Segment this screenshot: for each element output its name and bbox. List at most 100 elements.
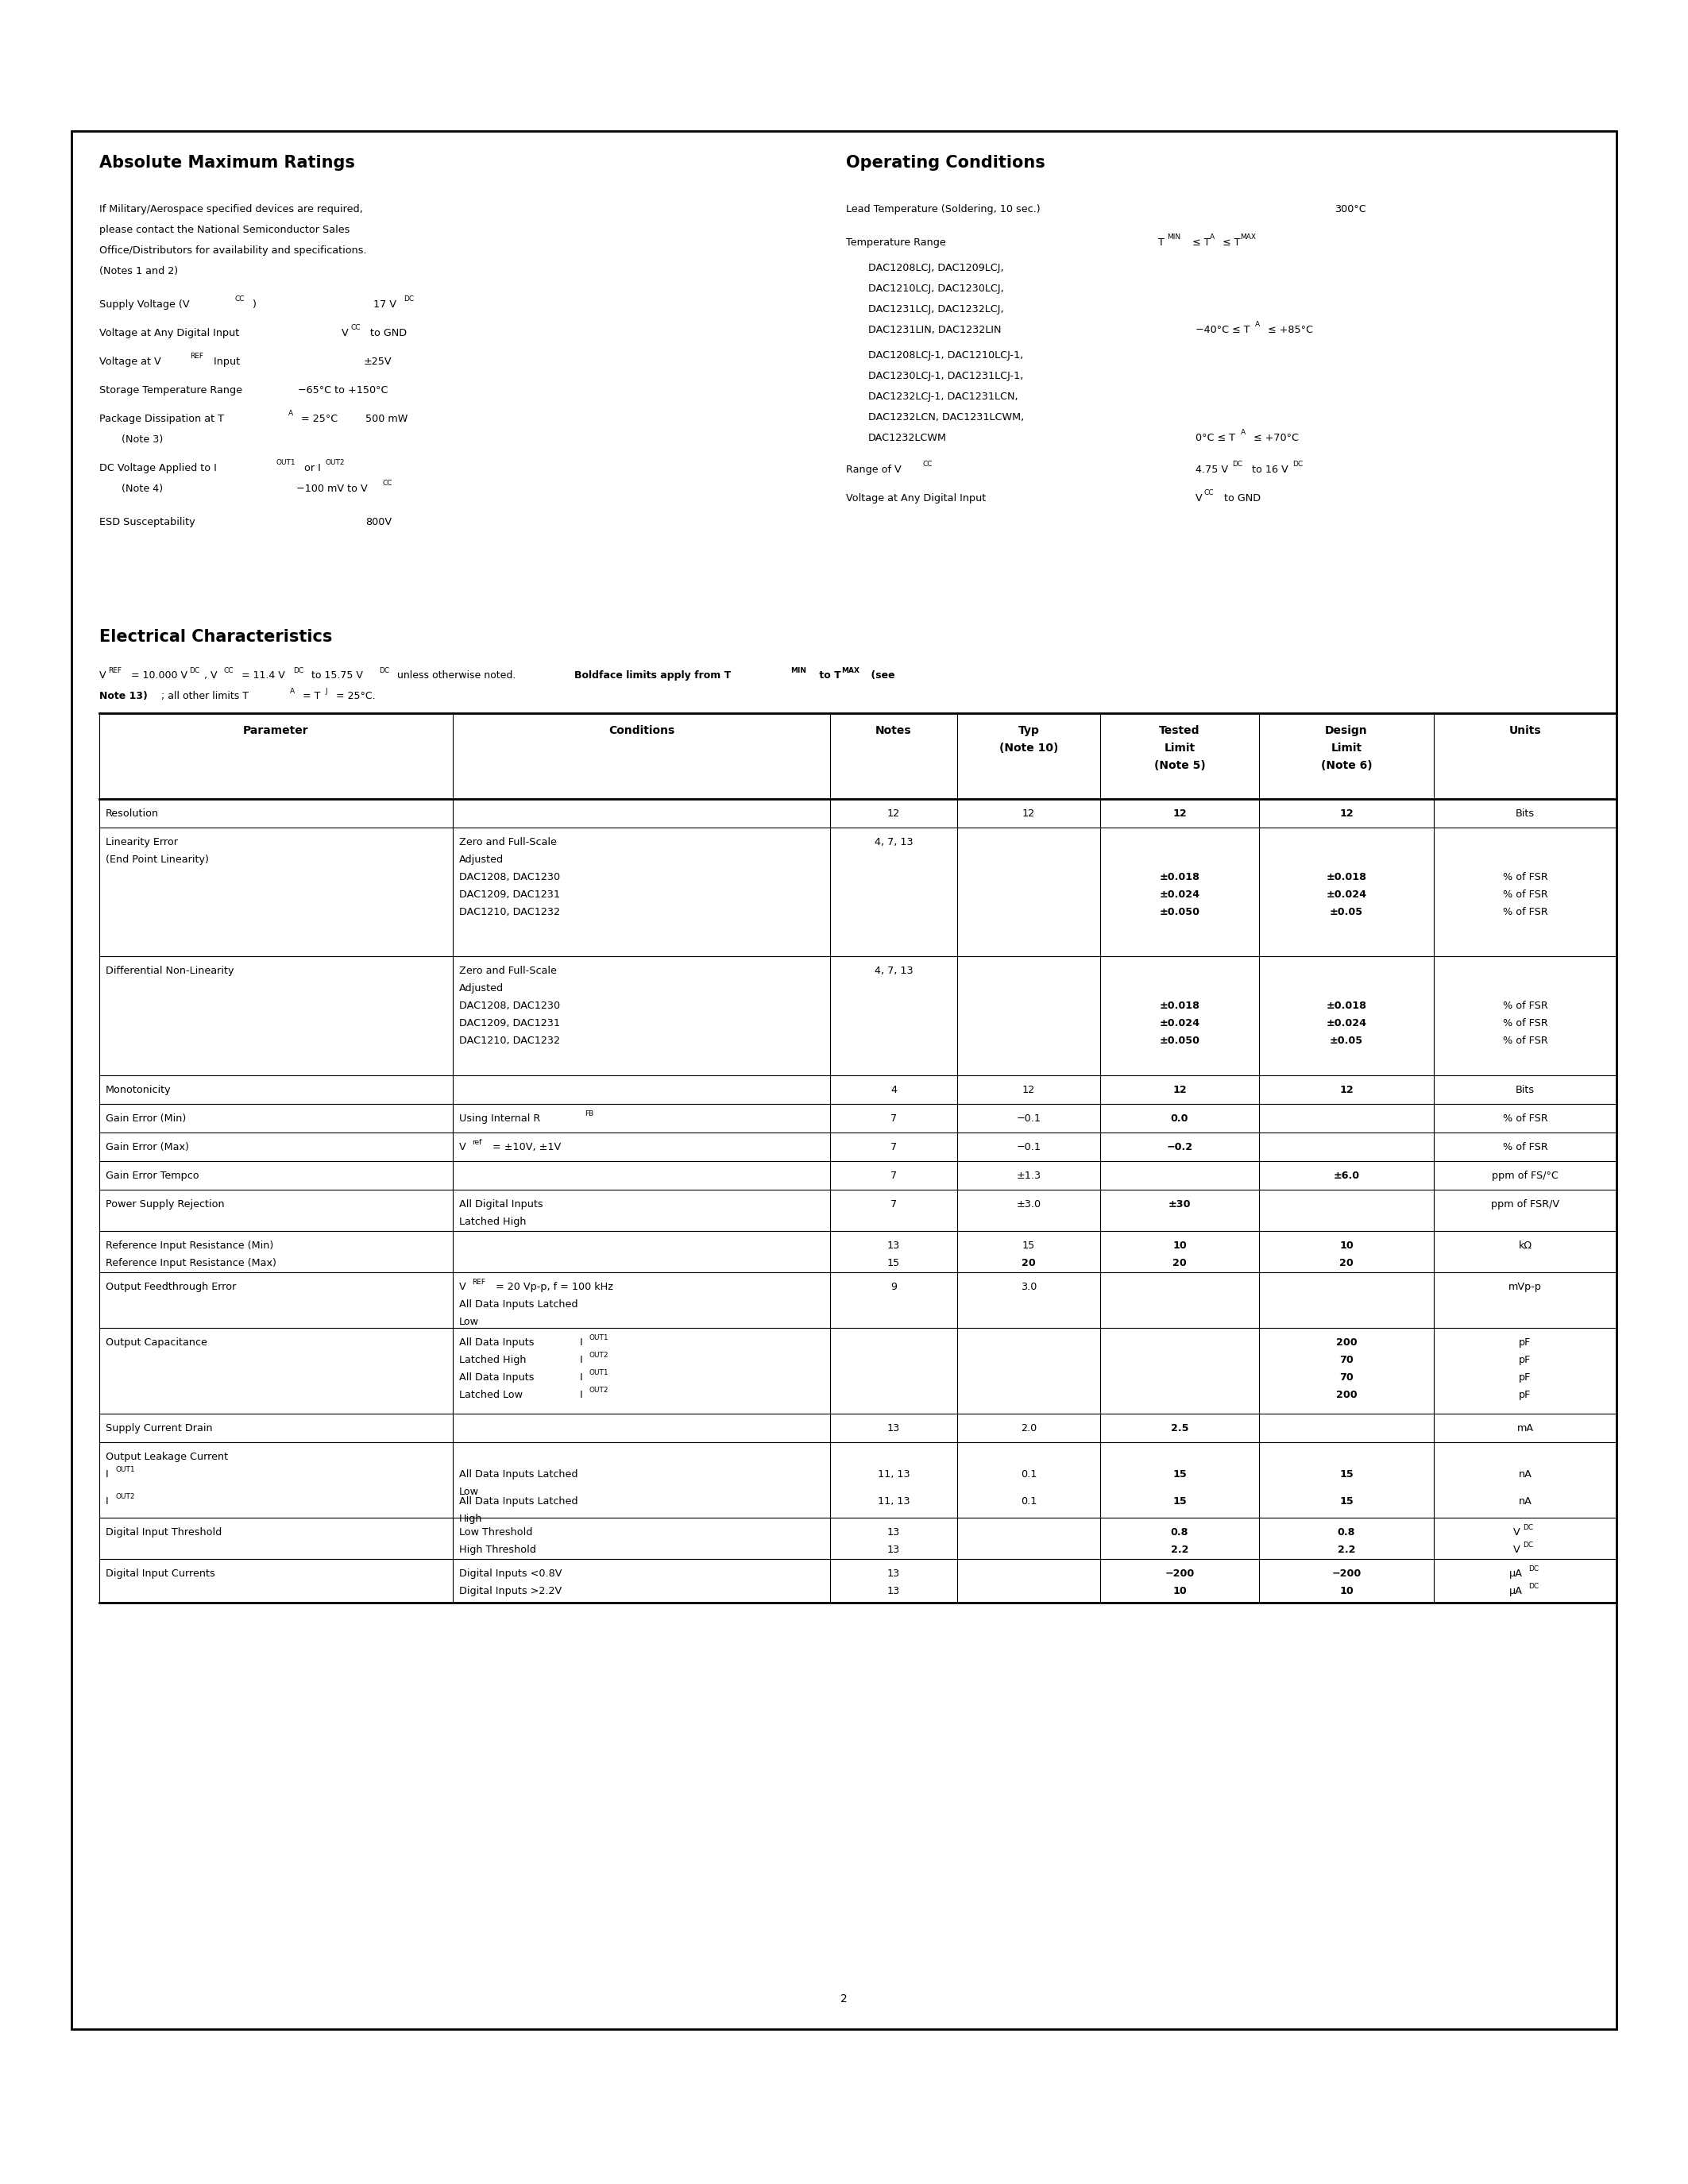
Text: MAX: MAX <box>841 666 859 675</box>
Text: If Military/Aerospace specified devices are required,: If Military/Aerospace specified devices … <box>100 203 363 214</box>
Text: Limit: Limit <box>1165 743 1195 753</box>
Text: 0.0: 0.0 <box>1171 1114 1188 1125</box>
Text: MAX: MAX <box>1241 234 1256 240</box>
Text: ±6.0: ±6.0 <box>1334 1171 1359 1182</box>
Text: Gain Error (Min): Gain Error (Min) <box>106 1114 186 1125</box>
Text: All Data Inputs: All Data Inputs <box>459 1337 533 1348</box>
Text: I: I <box>106 1470 108 1479</box>
Text: 10: 10 <box>1339 1586 1354 1597</box>
Text: CC: CC <box>383 480 393 487</box>
Text: Adjusted: Adjusted <box>459 983 503 994</box>
Text: Low: Low <box>459 1487 479 1496</box>
Text: = T: = T <box>299 690 321 701</box>
Text: kΩ: kΩ <box>1519 1241 1533 1251</box>
Text: 12: 12 <box>1339 1085 1354 1094</box>
Text: REF: REF <box>108 666 122 675</box>
Text: to GND: to GND <box>366 328 407 339</box>
Text: 2.0: 2.0 <box>1021 1424 1036 1433</box>
Text: % of FSR: % of FSR <box>1502 1018 1548 1029</box>
Text: to GND: to GND <box>1220 494 1261 505</box>
Text: Notes: Notes <box>876 725 912 736</box>
Text: DC: DC <box>1232 461 1242 467</box>
Text: Voltage at Any Digital Input: Voltage at Any Digital Input <box>100 328 240 339</box>
Text: All Data Inputs Latched: All Data Inputs Latched <box>459 1496 577 1507</box>
Text: MIN: MIN <box>790 666 807 675</box>
Text: % of FSR: % of FSR <box>1502 871 1548 882</box>
Text: ≤ T: ≤ T <box>1188 238 1210 247</box>
Text: ±0.018: ±0.018 <box>1160 1000 1200 1011</box>
Text: 7: 7 <box>891 1142 896 1153</box>
Text: pF: pF <box>1519 1389 1531 1400</box>
Text: ≤ +85°C: ≤ +85°C <box>1264 325 1313 334</box>
Text: Linearity Error: Linearity Error <box>106 836 177 847</box>
Text: ±0.024: ±0.024 <box>1160 889 1200 900</box>
Text: MIN: MIN <box>1166 234 1180 240</box>
Text: DAC1210LCJ, DAC1230LCJ,: DAC1210LCJ, DAC1230LCJ, <box>868 284 1004 295</box>
Text: 12: 12 <box>1023 1085 1035 1094</box>
Text: DAC1232LCWM: DAC1232LCWM <box>868 432 947 443</box>
Text: I: I <box>581 1337 582 1348</box>
Text: Package Dissipation at T: Package Dissipation at T <box>100 413 225 424</box>
Text: = 25°C: = 25°C <box>297 413 338 424</box>
Text: DC: DC <box>1523 1524 1533 1531</box>
Text: 4, 7, 13: 4, 7, 13 <box>874 965 913 976</box>
Text: V: V <box>341 328 348 339</box>
Text: Power Supply Rejection: Power Supply Rejection <box>106 1199 225 1210</box>
Text: 800V: 800V <box>365 518 392 526</box>
Text: OUT2: OUT2 <box>115 1494 135 1500</box>
Text: Resolution: Resolution <box>106 808 159 819</box>
FancyBboxPatch shape <box>71 131 1617 2029</box>
Text: −200: −200 <box>1332 1568 1361 1579</box>
Text: Supply Voltage (V: Supply Voltage (V <box>100 299 189 310</box>
Text: 300°C: 300°C <box>1335 203 1366 214</box>
Text: Range of V: Range of V <box>846 465 901 474</box>
Text: = 25°C.: = 25°C. <box>333 690 375 701</box>
Text: 13: 13 <box>888 1568 900 1579</box>
Text: μA: μA <box>1509 1586 1523 1597</box>
Text: CC: CC <box>235 295 245 304</box>
Text: 11, 13: 11, 13 <box>878 1496 910 1507</box>
Text: All Data Inputs: All Data Inputs <box>459 1372 533 1382</box>
Text: Digital Inputs >2.2V: Digital Inputs >2.2V <box>459 1586 562 1597</box>
Text: I: I <box>581 1389 582 1400</box>
Text: 15: 15 <box>1339 1496 1354 1507</box>
Text: (End Point Linearity): (End Point Linearity) <box>106 854 209 865</box>
Text: 13: 13 <box>888 1527 900 1538</box>
Text: (Note 5): (Note 5) <box>1155 760 1205 771</box>
Text: ±0.024: ±0.024 <box>1160 1018 1200 1029</box>
Text: OUT1: OUT1 <box>589 1369 608 1376</box>
Text: V: V <box>459 1142 466 1153</box>
Text: A: A <box>1210 234 1215 240</box>
Text: ±0.018: ±0.018 <box>1327 1000 1367 1011</box>
Text: Design: Design <box>1325 725 1367 736</box>
Text: Parameter: Parameter <box>243 725 309 736</box>
Text: A: A <box>290 688 295 695</box>
Text: All Data Inputs Latched: All Data Inputs Latched <box>459 1299 577 1310</box>
Text: Latched High: Latched High <box>459 1216 527 1227</box>
Text: −0.2: −0.2 <box>1166 1142 1193 1153</box>
Text: 0.1: 0.1 <box>1021 1470 1036 1479</box>
Text: A: A <box>1241 428 1246 437</box>
Text: Lead Temperature (Soldering, 10 sec.): Lead Temperature (Soldering, 10 sec.) <box>846 203 1040 214</box>
Text: Typ: Typ <box>1018 725 1040 736</box>
Text: 10: 10 <box>1173 1241 1187 1251</box>
Text: DAC1208, DAC1230: DAC1208, DAC1230 <box>459 1000 560 1011</box>
Text: 4: 4 <box>891 1085 896 1094</box>
Text: OUT2: OUT2 <box>324 459 344 465</box>
Text: 15: 15 <box>1173 1496 1187 1507</box>
Text: 11, 13: 11, 13 <box>878 1470 910 1479</box>
Text: (Note 10): (Note 10) <box>999 743 1058 753</box>
Text: DAC1230LCJ-1, DAC1231LCJ-1,: DAC1230LCJ-1, DAC1231LCJ-1, <box>868 371 1023 382</box>
Text: FB: FB <box>584 1109 594 1118</box>
Text: DAC1231LIN, DAC1232LIN: DAC1231LIN, DAC1232LIN <box>868 325 1001 334</box>
Text: Digital Input Threshold: Digital Input Threshold <box>106 1527 221 1538</box>
Text: Low: Low <box>459 1317 479 1328</box>
Text: V: V <box>1512 1527 1521 1538</box>
Text: mVp-p: mVp-p <box>1509 1282 1541 1293</box>
Text: 0.1: 0.1 <box>1021 1496 1036 1507</box>
Text: Gain Error (Max): Gain Error (Max) <box>106 1142 189 1153</box>
Text: Bits: Bits <box>1516 808 1534 819</box>
Text: Zero and Full-Scale: Zero and Full-Scale <box>459 836 557 847</box>
Text: A: A <box>289 411 294 417</box>
Text: Output Capacitance: Output Capacitance <box>106 1337 208 1348</box>
